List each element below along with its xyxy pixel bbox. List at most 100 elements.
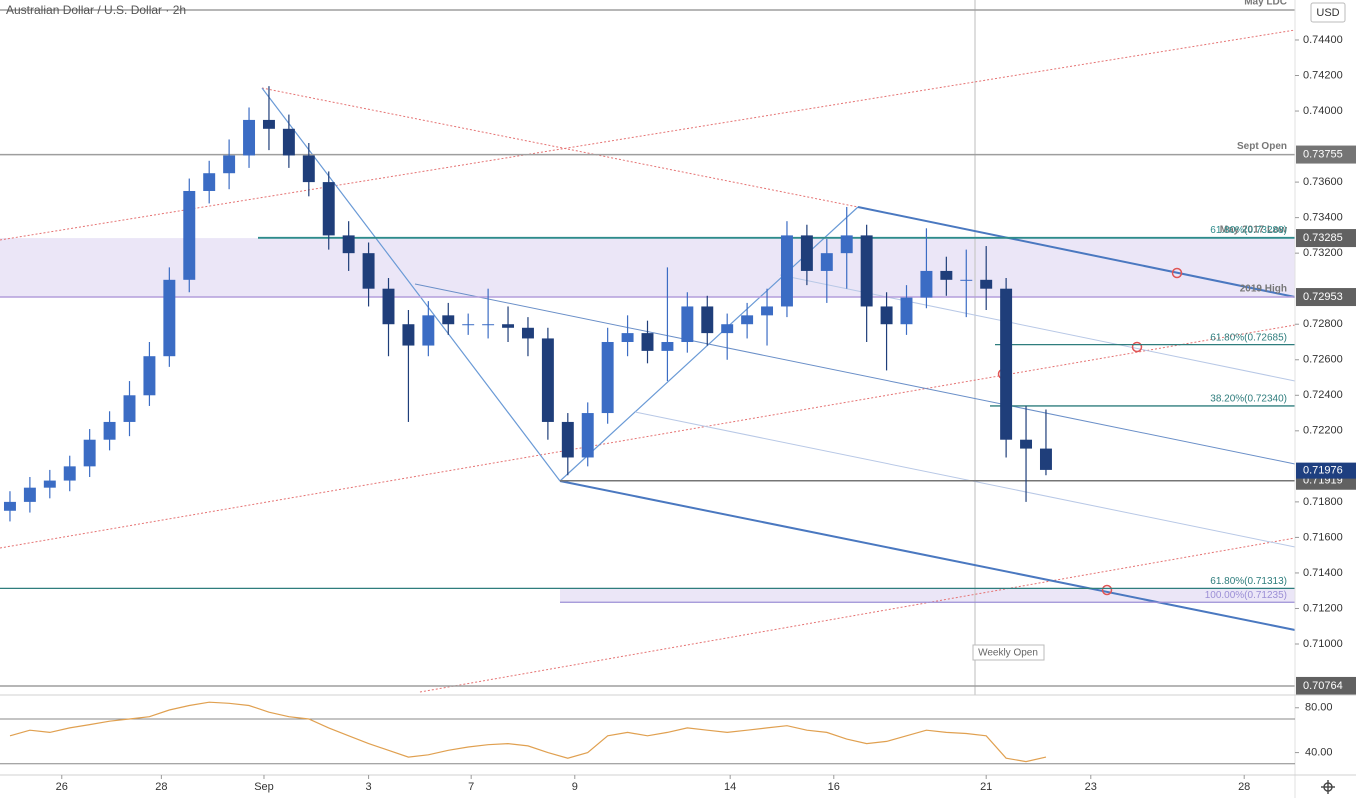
x-tick-label: 14: [724, 781, 736, 793]
pitchfork-line: [261, 87, 561, 482]
candle-body: [342, 235, 355, 254]
candle-body: [43, 480, 56, 488]
trendline: [261, 87, 859, 208]
y-tick-label: 0.74200: [1303, 69, 1343, 81]
last-price-box: [1296, 462, 1356, 479]
x-tick-label: 7: [468, 781, 474, 793]
x-tick-label: 28: [155, 781, 167, 793]
candle-body: [1000, 288, 1013, 440]
last-price-label: 0.71976: [1303, 465, 1343, 477]
rsi-line: [9, 701, 1047, 763]
channel-quarter: [634, 411, 1296, 548]
candle-body: [860, 235, 873, 307]
y-tick-label: 0.72600: [1303, 354, 1343, 366]
level-name: May LDC: [1244, 0, 1287, 8]
trendline: [419, 537, 1296, 693]
candle-body: [661, 341, 674, 351]
candle-body: [920, 270, 933, 298]
level-name: Sept Open: [1237, 141, 1287, 152]
fib-label: 61.80%(0.72685): [1210, 332, 1287, 343]
annotation-box: [972, 644, 1045, 661]
candle-body: [800, 235, 813, 271]
candle-body: [721, 324, 734, 334]
candle-body: [23, 487, 36, 502]
x-tick-label: Sep: [254, 781, 274, 793]
y-tick-label: 0.72800: [1303, 318, 1343, 330]
candle-body: [442, 315, 455, 325]
channel-median: [414, 283, 1296, 465]
currency-label: USD: [1316, 7, 1339, 19]
rsi-tick-label: 80.00: [1305, 702, 1333, 714]
candle-body: [581, 413, 594, 458]
levels: May LDC Sept Open 0.73755 May 2017 Low 0.732…: [0, 0, 1356, 695]
candle-body: [322, 182, 335, 236]
x-tick-label: 26: [56, 781, 68, 793]
candle-body: [482, 324, 495, 326]
y-tick-label: 0.73400: [1303, 212, 1343, 224]
candle-body: [243, 119, 256, 156]
candle-body: [123, 395, 136, 422]
y-tick-label: 0.72200: [1303, 425, 1343, 437]
price-label-box: [1296, 676, 1356, 695]
candle-body: [143, 356, 156, 396]
currency-badge[interactable]: [1310, 2, 1346, 23]
x-tick-label: 16: [828, 781, 840, 793]
candle-body: [223, 155, 236, 174]
y-tick-label: 0.74000: [1303, 105, 1343, 117]
candle-body: [960, 279, 973, 281]
candle-body: [541, 338, 554, 422]
fib-label: 61.80%(0.71313): [1210, 576, 1287, 587]
y-tick-label: 0.71200: [1303, 602, 1343, 614]
fib-label: 38.20%(0.72340): [1210, 394, 1287, 405]
candle-body: [561, 421, 574, 458]
price-label: 0.70764: [1303, 680, 1343, 692]
candle-body: [741, 315, 754, 325]
candle-body: [422, 315, 435, 346]
axis: 0.74400 0.74200 0.74000 0.73600 0.73400 0.732…: [56, 34, 1343, 793]
candle-body: [621, 333, 634, 342]
candle-body: [701, 306, 714, 334]
candle-body: [900, 297, 913, 325]
trendline: [0, 29, 1296, 241]
annotation: Weekly Open: [978, 648, 1038, 659]
candle-body: [83, 439, 96, 467]
candle-body: [63, 466, 76, 481]
y-tick-label: 0.72400: [1303, 389, 1343, 401]
y-tick-label: 0.71400: [1303, 567, 1343, 579]
candle-body: [362, 253, 375, 289]
candle-body: [980, 279, 993, 289]
rsi-tick-label: 40.00: [1305, 746, 1333, 758]
candle-body: [163, 279, 176, 357]
y-tick-label: 0.71600: [1303, 531, 1343, 543]
y-tick-label: 0.71000: [1303, 638, 1343, 650]
price-label-box: [1296, 145, 1356, 164]
price-label-box: [1296, 229, 1356, 248]
candle-body: [880, 306, 893, 325]
price-label: 0.73285: [1303, 232, 1343, 244]
x-tick-label: 9: [572, 781, 578, 793]
y-tick-label: 0.73600: [1303, 176, 1343, 188]
zone: [0, 238, 1295, 298]
candle-body: [1020, 439, 1033, 449]
candles: [3, 86, 1052, 522]
candle-body: [282, 128, 295, 156]
marker: [1101, 584, 1113, 596]
candle-body: [940, 270, 953, 280]
x-tick-label: 28: [1238, 781, 1250, 793]
candle-body: [601, 341, 614, 414]
candle-body: [840, 235, 853, 254]
x-tick-label: 3: [366, 781, 372, 793]
rsi-pane: 80.00 40.00: [0, 701, 1333, 765]
fib-label: 100.00%(0.71235): [1205, 590, 1287, 601]
settings-icon[interactable]: [1321, 780, 1335, 794]
channel-line: [857, 206, 1296, 298]
price-label: 0.73755: [1303, 148, 1343, 160]
price-label: 0.72953: [1303, 291, 1343, 303]
candle-body: [681, 306, 694, 342]
trendline: [0, 324, 1296, 549]
candle-body: [203, 173, 216, 191]
zone: [560, 588, 1295, 603]
channel-line: [559, 480, 1296, 631]
